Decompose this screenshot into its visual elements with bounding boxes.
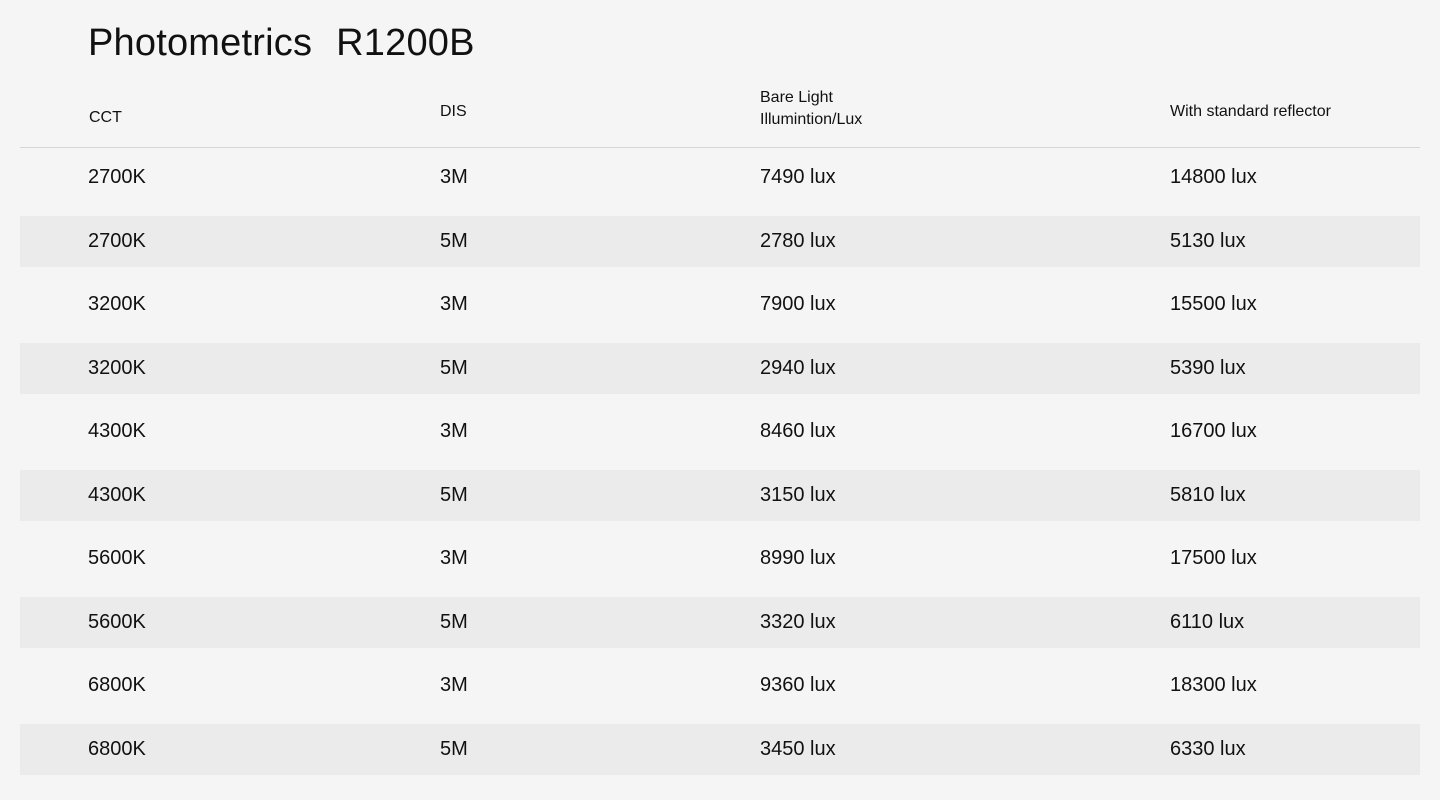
cell-dis: 5M [440, 737, 468, 760]
cell-bare-light: 3150 lux [760, 483, 836, 506]
header-dis: DIS [440, 103, 467, 120]
cell-dis: 5M [440, 229, 468, 252]
header-reflector: With standard reflector [1170, 103, 1331, 120]
table-row: 2700K 5M 2780 lux 5130 lux [20, 215, 1420, 267]
cell-reflector: 6110 lux [1170, 610, 1245, 633]
table-row: 5600K 3M 8990 lux 17500 lux [20, 533, 1420, 584]
cell-cct: 3200K [88, 356, 146, 379]
header-bare-light: Bare Light Illumintion/Lux [760, 87, 862, 131]
cell-reflector: 5130 lux [1170, 229, 1246, 252]
cell-cct: 3200K [88, 293, 146, 315]
cell-reflector: 18300 lux [1170, 674, 1257, 696]
table-row: 4300K 3M 8460 lux 16700 lux [20, 406, 1420, 457]
cell-dis: 3M [440, 547, 468, 569]
cell-bare-light: 7900 lux [760, 293, 836, 315]
cell-bare-light: 8990 lux [760, 547, 836, 569]
cell-cct: 6800K [88, 674, 146, 696]
cell-bare-light: 8460 lux [760, 420, 836, 442]
table-body: 2700K 3M 7490 lux 14800 lux 2700K 5M 2780 lux 5… [20, 152, 1420, 775]
page-title: Photometrics R1200B [88, 22, 499, 65]
cell-bare-light: 3450 lux [760, 737, 836, 760]
table-row: 3200K 5M 2940 lux 5390 lux [20, 342, 1420, 394]
cell-reflector: 17500 lux [1170, 547, 1257, 569]
cell-cct: 2700K [88, 166, 146, 188]
header-bare-light-line1: Bare Light [760, 89, 833, 106]
cell-reflector: 15500 lux [1170, 293, 1257, 315]
cell-cct: 5600K [88, 610, 146, 633]
cell-cct: 5600K [88, 547, 146, 569]
cell-reflector: 6330 lux [1170, 737, 1246, 760]
cell-bare-light: 2780 lux [760, 229, 836, 252]
header-cct: CCT [89, 109, 122, 126]
cell-cct: 2700K [88, 229, 146, 252]
cell-cct: 4300K [88, 420, 146, 442]
cell-bare-light: 3320 lux [760, 610, 836, 633]
cell-dis: 3M [440, 293, 468, 315]
cell-dis: 3M [440, 420, 468, 442]
cell-reflector: 5810 lux [1170, 483, 1246, 506]
cell-cct: 6800K [88, 737, 146, 760]
header-bare-light-line2: Illumintion/Lux [760, 111, 863, 128]
cell-cct: 4300K [88, 483, 146, 506]
table-row: 4300K 5M 3150 lux 5810 lux [20, 469, 1420, 521]
cell-reflector: 16700 lux [1170, 420, 1257, 442]
cell-dis: 5M [440, 356, 468, 379]
cell-bare-light: 2940 lux [760, 356, 836, 379]
cell-reflector: 14800 lux [1170, 166, 1257, 188]
table-row: 6800K 3M 9360 lux 18300 lux [20, 660, 1420, 711]
cell-reflector: 5390 lux [1170, 356, 1246, 379]
table-row: 6800K 5M 3450 lux 6330 lux [20, 723, 1420, 775]
cell-dis: 3M [440, 674, 468, 696]
title-main: Photometrics [88, 22, 313, 64]
cell-dis: 5M [440, 483, 468, 506]
cell-bare-light: 9360 lux [760, 674, 836, 696]
title-model: R1200B [336, 22, 475, 64]
table-header: CCT DIS Bare Light Illumintion/Lux With … [20, 84, 1420, 148]
cell-dis: 3M [440, 166, 468, 188]
table-row: 2700K 3M 7490 lux 14800 lux [20, 152, 1420, 203]
cell-dis: 5M [440, 610, 468, 633]
table-row: 5600K 5M 3320 lux 6110 lux [20, 596, 1420, 648]
table-row: 3200K 3M 7900 lux 15500 lux [20, 279, 1420, 330]
cell-bare-light: 7490 lux [760, 166, 836, 188]
